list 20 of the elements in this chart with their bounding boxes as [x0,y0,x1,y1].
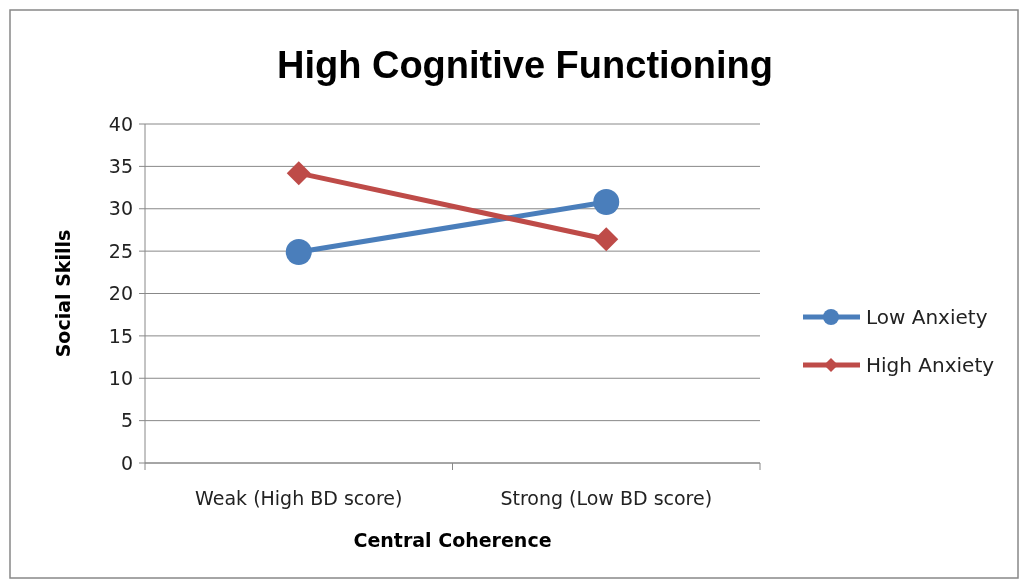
point [286,161,311,186]
y-tick-label: 30 [108,197,133,220]
chart-title: High Cognitive Functioning [276,44,774,86]
x-tick-label: Strong (Low BD score) [500,487,713,509]
x-axis-title: Central Coherence [353,529,552,551]
point [285,238,312,265]
point [594,227,619,252]
y-tick-label: 0 [120,451,133,474]
y-tick-label: 10 [108,366,133,389]
y-tick-label: 35 [108,155,133,178]
y-axis-title: Social Skills [52,229,74,358]
x-tick-label: Weak (High BD score) [195,487,403,509]
y-tick-label: 15 [108,324,133,347]
legend-label: Low Anxiety [866,305,988,329]
y-tick-label: 25 [108,239,133,262]
point [593,188,620,215]
y-tick-label: 5 [120,409,133,432]
y-tick-label: 20 [108,282,133,305]
legend-label: High Anxiety [866,353,995,377]
y-tick-label: 40 [108,112,133,135]
